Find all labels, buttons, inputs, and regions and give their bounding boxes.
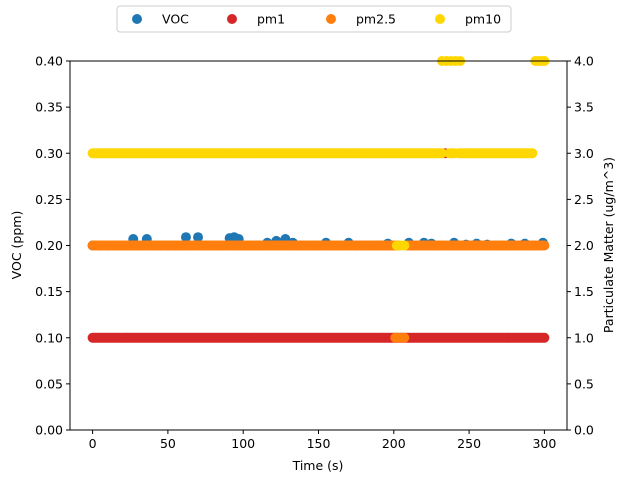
data-point-pm2-5 bbox=[399, 332, 410, 343]
y2-axis-ticks: 0.0 0.5 1.0 1.5 2.0 2.5 3.0 3.5 4.0 bbox=[567, 54, 594, 438]
legend-frame bbox=[116, 5, 512, 33]
x-tick-label: 50 bbox=[160, 436, 176, 451]
data-point-pm10 bbox=[527, 148, 538, 159]
legend-marker-pm1 bbox=[227, 14, 237, 24]
x-tick-label: 100 bbox=[231, 436, 255, 451]
y2-tick-label: 2.5 bbox=[574, 192, 594, 207]
y-tick-label: 0.25 bbox=[35, 192, 63, 207]
y2-tick-label: 1.0 bbox=[574, 330, 594, 345]
data-point-pm10 bbox=[399, 240, 410, 251]
x-tick-label: 250 bbox=[457, 436, 481, 451]
x-tick-label: 200 bbox=[382, 436, 406, 451]
legend: VOC pm1 pm2.5 pm10 bbox=[116, 5, 512, 33]
y2-tick-label: 2.0 bbox=[574, 238, 594, 253]
y-tick-label: 0.20 bbox=[35, 238, 63, 253]
y2-tick-label: 4.0 bbox=[574, 54, 594, 69]
y-tick-label: 0.30 bbox=[35, 146, 63, 161]
data-points bbox=[87, 56, 550, 343]
y2-axis-label: Particulate Matter (ug/m^3) bbox=[601, 157, 616, 333]
legend-label-voc: VOC bbox=[162, 12, 189, 27]
y2-tick-label: 0.0 bbox=[574, 423, 594, 438]
legend-label-pm1: pm1 bbox=[257, 12, 285, 27]
x-tick-label: 0 bbox=[89, 436, 97, 451]
y-tick-label: 0.35 bbox=[35, 100, 63, 115]
y2-tick-label: 3.5 bbox=[574, 100, 594, 115]
y2-tick-label: 0.5 bbox=[574, 376, 594, 391]
legend-label-pm2-5: pm2.5 bbox=[356, 12, 396, 27]
legend-marker-pm10 bbox=[435, 14, 445, 24]
data-point-voc bbox=[180, 232, 191, 243]
data-point-voc bbox=[193, 232, 204, 243]
legend-marker-voc bbox=[132, 14, 142, 24]
data-point-pm2-5 bbox=[539, 240, 550, 251]
y-tick-label: 0.00 bbox=[35, 423, 63, 438]
x-axis-label: Time (s) bbox=[292, 458, 344, 473]
y-axis-ticks: 0.00 0.05 0.10 0.15 0.20 0.25 0.30 0.35 0.40 bbox=[35, 54, 70, 438]
y-tick-label: 0.05 bbox=[35, 376, 63, 391]
x-axis-ticks: 0 50 100 150 200 250 300 bbox=[89, 430, 556, 451]
y2-tick-label: 3.0 bbox=[574, 146, 594, 161]
x-tick-label: 150 bbox=[307, 436, 331, 451]
data-point-pm10 bbox=[437, 148, 447, 159]
x-tick-label: 300 bbox=[532, 436, 556, 451]
y-axis-label: VOC (ppm) bbox=[9, 211, 24, 280]
data-point-pm1 bbox=[539, 332, 550, 343]
y-tick-label: 0.40 bbox=[35, 54, 63, 69]
y2-tick-label: 1.5 bbox=[574, 284, 594, 299]
legend-marker-pm2-5 bbox=[326, 14, 336, 24]
legend-label-pm10: pm10 bbox=[465, 12, 501, 27]
y-tick-label: 0.15 bbox=[35, 284, 63, 299]
y-tick-label: 0.10 bbox=[35, 330, 63, 345]
